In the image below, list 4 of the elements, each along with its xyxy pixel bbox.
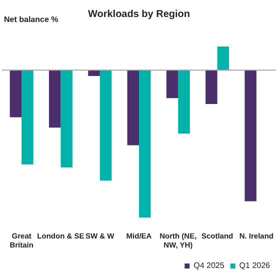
legend-label: Q1 2026 <box>239 261 271 270</box>
y-axis-title: Net balance % <box>4 15 58 24</box>
chart-title: Workloads by Region <box>88 8 190 20</box>
legend-label: Q4 2025 <box>194 261 225 270</box>
